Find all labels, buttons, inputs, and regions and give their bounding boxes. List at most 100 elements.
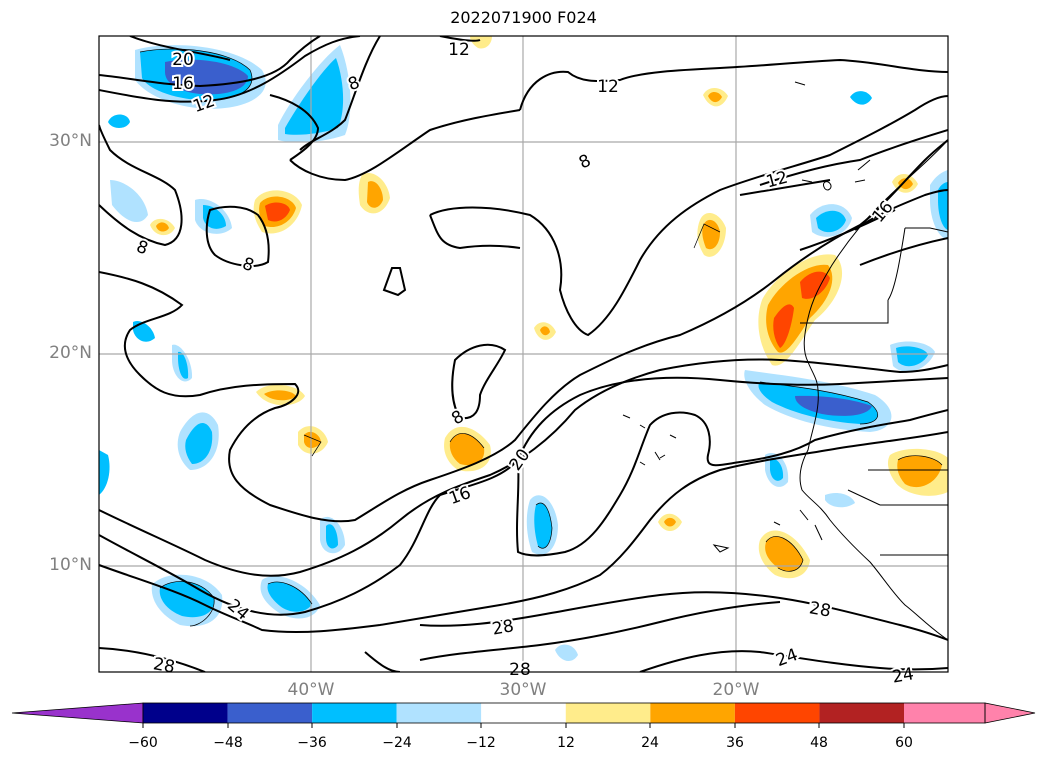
contour-12-ne	[439, 36, 481, 42]
shade-blue-w2	[110, 180, 148, 223]
graticule	[99, 36, 948, 672]
shade-blue-w5-mid	[178, 351, 189, 379]
contour-label-9: 12	[764, 168, 790, 193]
contour-label-0: 20	[172, 50, 194, 70]
shade-blue-w7-mid	[326, 524, 338, 549]
contour-20	[129, 36, 231, 61]
shade-blue-s	[555, 644, 578, 662]
colorbar-box-2	[312, 703, 397, 723]
plot-area	[99, 36, 948, 672]
contour-8-mid	[289, 36, 521, 182]
colorbar-box-5	[565, 703, 651, 723]
contour-label-4: 12	[597, 77, 619, 97]
contour-lines	[99, 36, 948, 672]
colorbar-tick-1: −48	[213, 735, 243, 751]
shade-blue-e4	[825, 492, 855, 508]
contour-label-halo-1: 16	[172, 74, 194, 94]
colorbar-frame	[142, 702, 986, 724]
lat-label-10n: 10°N	[49, 555, 92, 575]
contour-16-east	[854, 189, 948, 231]
colorbar-arrow-left	[11, 702, 144, 724]
shade-blue-e2-mid	[896, 346, 928, 367]
colorbar-box-0	[143, 703, 228, 723]
contour-20-loop	[516, 409, 948, 557]
lat-label-30n: 30°N	[49, 131, 92, 151]
lat-label-20n: 20°N	[49, 343, 92, 363]
contour-8-long	[99, 139, 948, 523]
colorbar-box-7	[734, 703, 820, 723]
shade-or-10-mid	[708, 91, 722, 103]
colorbar-tick-6: 24	[641, 735, 659, 751]
shade-blue-e3-mid	[770, 459, 784, 481]
colorbar-tick-0: −60	[128, 735, 158, 751]
contour-8-n	[269, 94, 320, 161]
contour-8-east	[429, 95, 948, 337]
shade-or-9-mid	[702, 219, 720, 250]
shade-or-8	[470, 36, 492, 49]
colorbar	[11, 702, 1036, 728]
contour-label-14: 28	[491, 616, 516, 639]
contour-label-20: 24	[891, 664, 916, 687]
shade-blue-sw2-mid	[267, 582, 312, 612]
shade-blue-w4	[133, 320, 155, 342]
contour-12-east	[759, 129, 948, 186]
colorbar-tick-7: 36	[726, 735, 744, 751]
shade-or-13-mid	[897, 455, 942, 488]
shade-blue-w6-mid	[185, 422, 213, 464]
shade-blue-w1	[108, 114, 130, 128]
contour-8-nw	[99, 124, 183, 247]
colorbar-tick-4: −12	[466, 735, 496, 751]
contour-label-17: 24	[773, 645, 800, 671]
contour-8-loop	[451, 343, 507, 420]
contour-12-c	[519, 58, 948, 111]
contour-24-s	[639, 650, 948, 672]
shade-blue-ne-edge-mid	[938, 182, 948, 230]
contour-label-6: 8	[133, 237, 150, 259]
contour-16-east2	[799, 209, 948, 266]
shade-or-5-mid	[304, 431, 321, 448]
shade-blue-ne2	[850, 91, 872, 105]
contour-8-pad	[382, 267, 407, 297]
lon-label-20w: 20°W	[712, 680, 760, 700]
shaded-positive-regions	[150, 36, 948, 579]
shade-or-14-mid	[765, 536, 803, 572]
shade-blue-c-mid	[534, 502, 552, 549]
shade-or-15-mid	[664, 517, 676, 527]
shade-blue-e1-dark	[795, 395, 872, 416]
map-title: 2022071900 F024	[450, 8, 597, 27]
contour-8-mid2	[429, 214, 521, 250]
colorbar-tick-9: 60	[895, 735, 913, 751]
contour-label-halo-3: 12	[448, 40, 470, 60]
contour-16	[99, 358, 948, 577]
shade-or-6-mid	[449, 433, 485, 466]
shade-or-2-mid	[367, 181, 383, 208]
contour-label-8: 8	[576, 151, 594, 174]
contour-20	[99, 376, 948, 616]
shade-blue-ne1-mid	[816, 210, 846, 233]
contour-label-halo-15: 28	[509, 660, 531, 680]
shade-or-1-dark	[265, 202, 290, 222]
shade-blue-n-mid	[285, 58, 344, 135]
contour-28	[364, 591, 948, 672]
shaded-negative-regions	[99, 45, 948, 662]
colorbar-box-4	[481, 703, 566, 723]
contour-label-12: 20	[506, 445, 535, 474]
colorbar-box-8	[819, 703, 904, 723]
contour-label-18: 28	[808, 598, 833, 621]
contour-8-w	[205, 205, 270, 267]
colorbar-box-3	[396, 703, 482, 723]
contour-label-halo-0: 20	[172, 50, 194, 70]
contour-28-2	[419, 601, 781, 661]
shade-or-12-dark	[773, 304, 794, 348]
colorbar-tick-8: 48	[810, 735, 828, 751]
shade-or-4-mid	[264, 390, 296, 401]
shade-or-3-mid	[156, 222, 169, 232]
contour-label-10: 16	[868, 197, 897, 226]
contour-label-15: 28	[509, 660, 531, 680]
colorbar-tick-3: −24	[382, 735, 412, 751]
colorbar-tick-2: −36	[297, 735, 327, 751]
shade-or-7-mid	[540, 326, 550, 336]
contour-12-se	[739, 179, 831, 196]
colorbar-box-1	[227, 703, 313, 723]
